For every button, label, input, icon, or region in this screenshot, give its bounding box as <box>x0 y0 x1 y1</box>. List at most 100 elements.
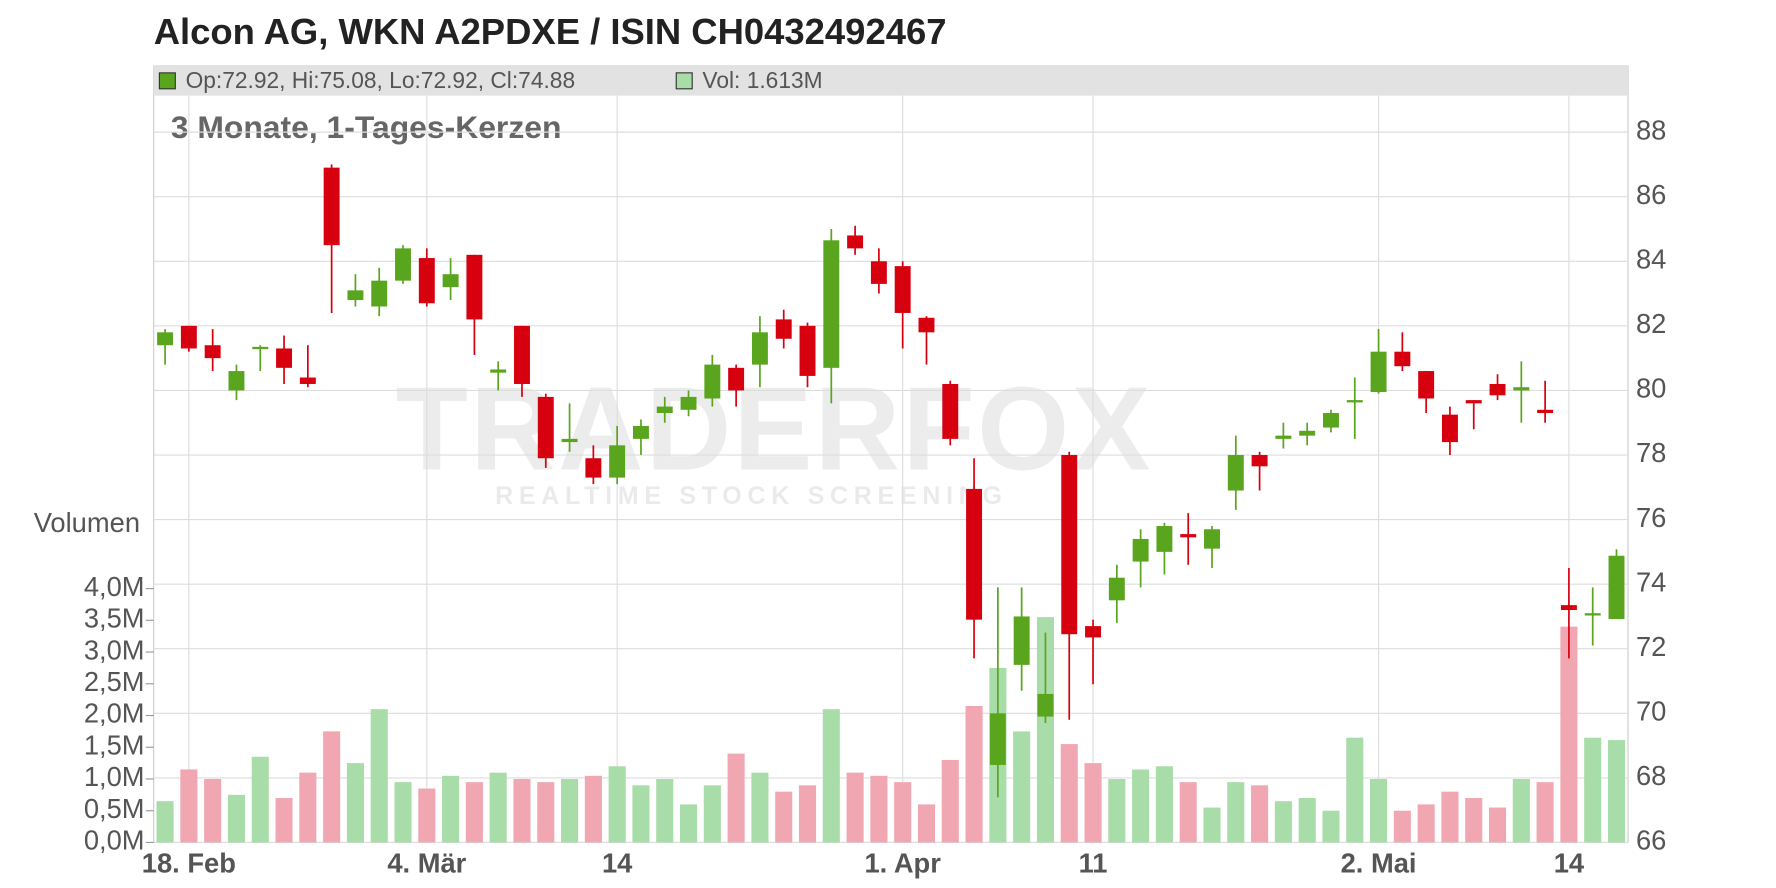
candle-body <box>252 346 269 350</box>
candle-body <box>585 458 602 478</box>
candle-body <box>442 274 459 288</box>
volume-bar <box>608 766 626 843</box>
x-tick-label: 18. Feb <box>142 847 236 878</box>
volume-bar <box>204 778 222 843</box>
x-tick-label: 4. Mär <box>387 847 466 878</box>
volume-bar <box>1584 737 1602 843</box>
volume-bar <box>513 778 531 843</box>
volume-bar <box>1441 791 1459 843</box>
volume-bar <box>1512 778 1530 843</box>
volume-bar <box>489 772 507 843</box>
candle-body <box>157 332 174 346</box>
candle-body <box>823 240 840 368</box>
candle-body <box>1085 626 1102 638</box>
watermark-sub: REALTIME STOCK SCREENING <box>495 482 1008 510</box>
candle-body <box>1394 351 1411 367</box>
y-tick-label: 76 <box>1636 502 1666 533</box>
candle-body <box>1441 414 1458 443</box>
candle-body <box>1061 455 1078 635</box>
candle-body <box>561 438 578 443</box>
candle-body <box>1370 351 1387 393</box>
candle-body <box>775 319 792 339</box>
candle-body <box>656 406 673 414</box>
candle-body <box>680 396 697 410</box>
volume-bar <box>1560 626 1578 843</box>
y-tick-label: 80 <box>1636 373 1666 404</box>
candle-body <box>490 369 507 373</box>
legend-volume: Vol: 1.613M <box>702 67 822 93</box>
x-tick-label: 2. Mai <box>1341 847 1417 878</box>
y-tick-label: 72 <box>1636 631 1666 662</box>
volume-bar <box>156 801 174 843</box>
y-tick-label: 70 <box>1636 696 1666 727</box>
volume-bar <box>1536 782 1554 843</box>
candle-body <box>799 325 816 376</box>
y2-tick-label: 4,0M <box>84 571 145 602</box>
candle-body <box>1013 616 1030 665</box>
candle-body <box>751 332 768 365</box>
x-tick-label: 14 <box>1554 847 1585 878</box>
volume-bar <box>394 782 412 843</box>
candle-body <box>1156 526 1173 552</box>
y2-tick-label: 1,0M <box>84 761 145 792</box>
candle-body <box>1204 529 1220 549</box>
y2-tick-label: 0,0M <box>84 825 145 856</box>
x-tick-label: 1. Apr <box>864 847 941 878</box>
volume-bar <box>584 775 602 843</box>
volume-bar <box>822 709 840 843</box>
candle-body <box>276 348 293 368</box>
candle-body <box>395 248 411 281</box>
volume-bar <box>1179 782 1197 843</box>
candle-body <box>1108 577 1125 601</box>
y-tick-label: 68 <box>1636 760 1666 791</box>
legend-swatch <box>158 72 176 90</box>
candle-body <box>1227 455 1244 491</box>
y-tick-label: 86 <box>1636 179 1666 210</box>
y-tick-label: 74 <box>1636 566 1666 597</box>
legend-bar <box>153 66 1629 96</box>
volume-bar <box>846 772 864 843</box>
candle-body <box>514 325 530 384</box>
volume-bar <box>1274 801 1292 843</box>
watermark: TRADERFOX <box>396 364 1153 496</box>
volume-bar <box>323 731 341 843</box>
y2-axis-label: Volumen <box>34 507 140 538</box>
volume-bar <box>561 778 579 843</box>
volume-bar <box>299 772 317 843</box>
candle-body <box>704 364 721 399</box>
legend-swatch <box>675 72 693 90</box>
candle-body <box>418 258 435 304</box>
candle-body <box>1299 430 1316 436</box>
candle-body <box>1132 538 1149 562</box>
volume-bar <box>941 759 959 843</box>
candle-body <box>1323 413 1339 428</box>
volume-bar <box>727 753 745 843</box>
candle-body <box>180 325 197 349</box>
volume-bar <box>680 804 698 843</box>
candle-body <box>1489 383 1506 396</box>
volume-bar <box>751 772 769 843</box>
volume-bar <box>1607 740 1626 843</box>
y-tick-label: 78 <box>1636 437 1666 468</box>
volume-bar <box>1036 617 1054 843</box>
candle-body <box>918 317 935 333</box>
candle-body <box>1537 409 1554 414</box>
volume-bar <box>1393 810 1411 843</box>
y-tick-label: 84 <box>1636 244 1666 275</box>
volume-bar <box>418 788 436 843</box>
volume-bar <box>1298 798 1316 843</box>
y-tick-label: 88 <box>1636 114 1666 145</box>
candle-body <box>1275 435 1292 439</box>
volume-bar <box>656 778 674 843</box>
volume-bar <box>894 782 912 843</box>
y2-tick-label: 2,5M <box>84 666 145 697</box>
volume-bar <box>1488 807 1507 843</box>
candle-body <box>989 713 1006 765</box>
candle-body <box>609 445 626 478</box>
volume-bar <box>537 782 555 843</box>
volume-bar <box>1203 807 1221 843</box>
y2-tick-label: 2,0M <box>84 698 145 729</box>
y2-tick-label: 3,0M <box>84 634 145 665</box>
volume-bar <box>251 756 269 843</box>
legend-ohlc: Op:72.92, Hi:75.08, Lo:72.92, Cl:74.88 <box>186 67 576 93</box>
